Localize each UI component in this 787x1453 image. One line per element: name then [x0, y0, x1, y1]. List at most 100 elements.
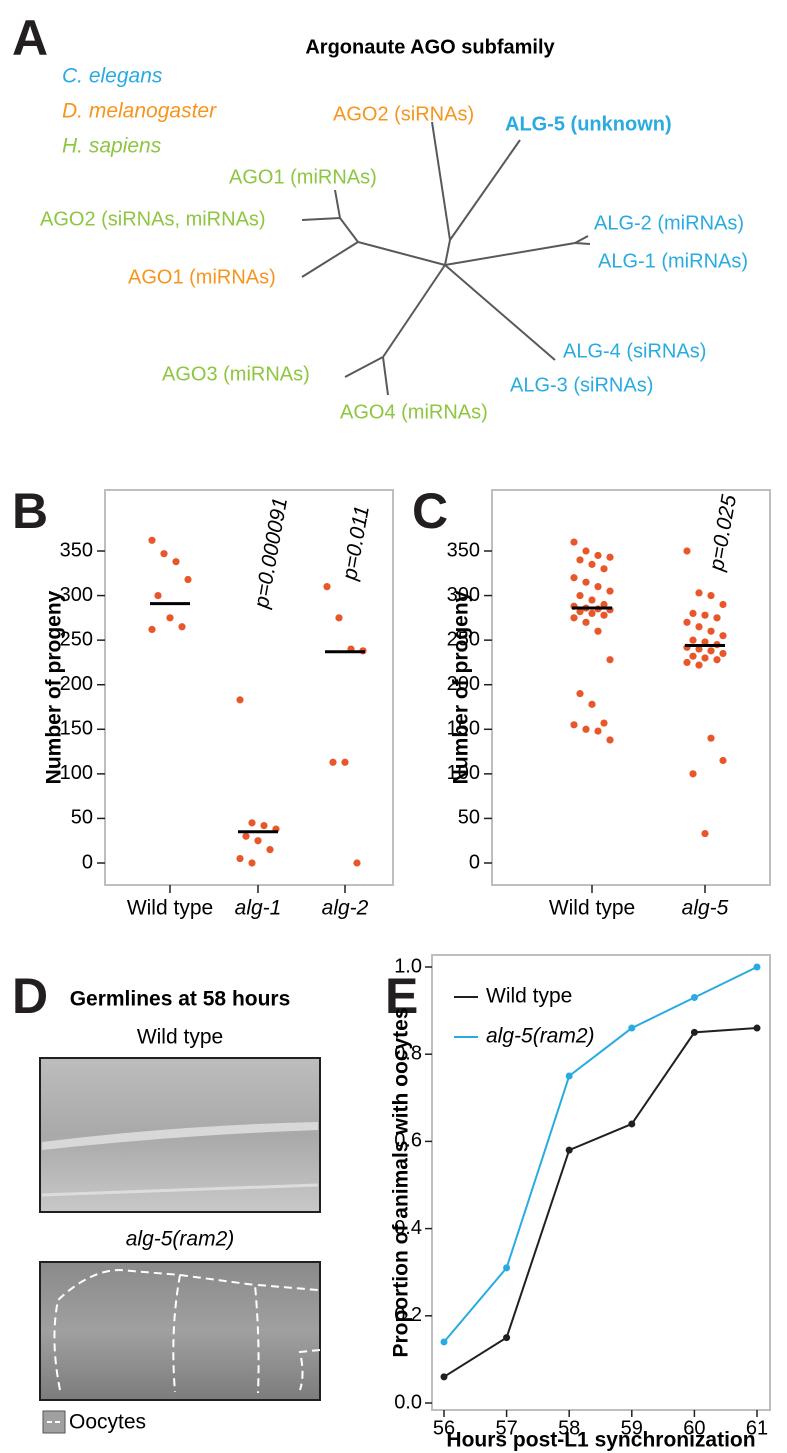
p-value: p=0.000091	[250, 496, 292, 611]
y-tick-label: 250	[447, 628, 480, 650]
tree-leaf: AGO3 (miRNAs)	[162, 363, 310, 385]
data-point	[600, 719, 608, 727]
tree-leaf: AGO2 (siRNAs, miRNAs)	[40, 208, 266, 230]
data-point	[154, 591, 162, 600]
data-point	[266, 846, 274, 854]
legend-swatch	[42, 1410, 66, 1434]
y-tick-label: 0	[469, 851, 480, 873]
data-point	[248, 859, 256, 867]
y-tick-label: 150	[60, 718, 93, 740]
tree-leaf: ALG-4 (siRNAs)	[563, 340, 706, 362]
data-point	[588, 560, 596, 568]
data-point	[148, 625, 156, 634]
x-tick-label: 60	[683, 1417, 705, 1439]
plot-frame	[491, 489, 771, 886]
data-point	[570, 721, 578, 729]
y-tick-label: 250	[60, 628, 93, 650]
data-point	[570, 538, 578, 546]
y-tick-label: 50	[458, 807, 480, 829]
data-point	[606, 656, 614, 664]
tree-leaf: ALG-2 (miRNAs)	[594, 212, 744, 234]
legend-label: D. melanogaster	[62, 100, 217, 123]
data-point	[588, 700, 596, 708]
data-point	[600, 600, 608, 609]
data-point	[701, 654, 709, 662]
data-point	[753, 1024, 761, 1032]
y-tick-label: 100	[447, 762, 480, 784]
panel-letter: C	[412, 483, 448, 539]
data-point	[440, 1373, 448, 1381]
panel-letter: A	[12, 10, 48, 66]
data-point	[689, 609, 697, 618]
x-tick-label: 58	[558, 1417, 580, 1439]
data-point	[600, 611, 608, 619]
data-point	[683, 658, 691, 667]
legend-label: H. sapiens	[62, 135, 162, 158]
p-value: p=0.011	[338, 504, 374, 583]
tree-title: Argonaute AGO subfamily	[305, 36, 555, 58]
y-tick-label: 0.2	[394, 1304, 422, 1326]
data-point	[178, 623, 186, 631]
data-point	[329, 758, 337, 766]
micrograph-title: Germlines at 58 hours	[70, 988, 291, 1011]
data-point	[335, 614, 343, 622]
micrograph	[39, 1057, 321, 1213]
data-point	[594, 727, 602, 735]
series-line	[443, 966, 758, 1343]
data-point	[628, 1120, 636, 1128]
y-tick-label: 0.6	[394, 1130, 422, 1152]
series-line	[443, 1027, 758, 1378]
data-point	[588, 596, 596, 604]
data-point	[353, 859, 361, 867]
data-point	[719, 649, 727, 658]
tree-leaf: AGO1 (miRNAs)	[229, 166, 377, 188]
panel-letter: D	[12, 968, 48, 1024]
data-point	[690, 1028, 698, 1036]
data-point	[565, 1146, 573, 1154]
y-tick-label: 50	[71, 807, 93, 829]
y-axis-label: Proportion of animals with oocytes	[390, 1007, 413, 1357]
x-tick-label: alg-5	[682, 897, 729, 920]
data-point	[565, 1072, 573, 1080]
y-tick-label: 0.0	[394, 1391, 422, 1413]
x-tick-label: Wild type	[549, 897, 635, 920]
panel-letter: B	[12, 483, 48, 539]
x-tick-label: alg-1	[235, 897, 282, 920]
data-point	[236, 696, 244, 704]
data-point	[582, 618, 590, 626]
data-point	[628, 1024, 636, 1032]
data-point	[701, 638, 709, 646]
data-point	[148, 536, 156, 544]
data-point	[600, 565, 608, 573]
data-point	[719, 600, 727, 609]
tree-leaf: ALG-5 (unknown)	[505, 113, 672, 135]
data-point	[594, 627, 602, 635]
data-point	[248, 819, 256, 827]
tree-leaf: AGO4 (miRNAs)	[340, 401, 488, 423]
legend-label: Wild type	[486, 985, 572, 1008]
y-tick-label: 150	[447, 718, 480, 740]
data-point	[713, 614, 721, 622]
tree-branches	[301, 121, 591, 396]
micrograph-label: Wild type	[137, 1026, 223, 1049]
data-point	[576, 591, 584, 600]
x-tick-label: 56	[433, 1417, 455, 1439]
panel-letter: E	[385, 968, 418, 1024]
legend-label: alg-5(ram2)	[486, 1025, 595, 1048]
data-point	[254, 837, 262, 845]
data-point	[260, 821, 268, 830]
data-point	[184, 575, 192, 584]
y-tick-label: 0.8	[394, 1042, 422, 1064]
y-tick-label: 0.4	[394, 1217, 422, 1239]
data-point	[242, 832, 250, 840]
y-tick-label: 1.0	[394, 955, 422, 977]
data-point	[689, 652, 697, 660]
y-tick-label: 350	[447, 539, 480, 561]
x-tick-label: Wild type	[127, 897, 213, 920]
plot-frame	[431, 954, 771, 1411]
plot-frame	[104, 489, 394, 886]
data-point	[576, 556, 584, 564]
data-point	[719, 756, 727, 765]
data-point	[689, 636, 697, 644]
